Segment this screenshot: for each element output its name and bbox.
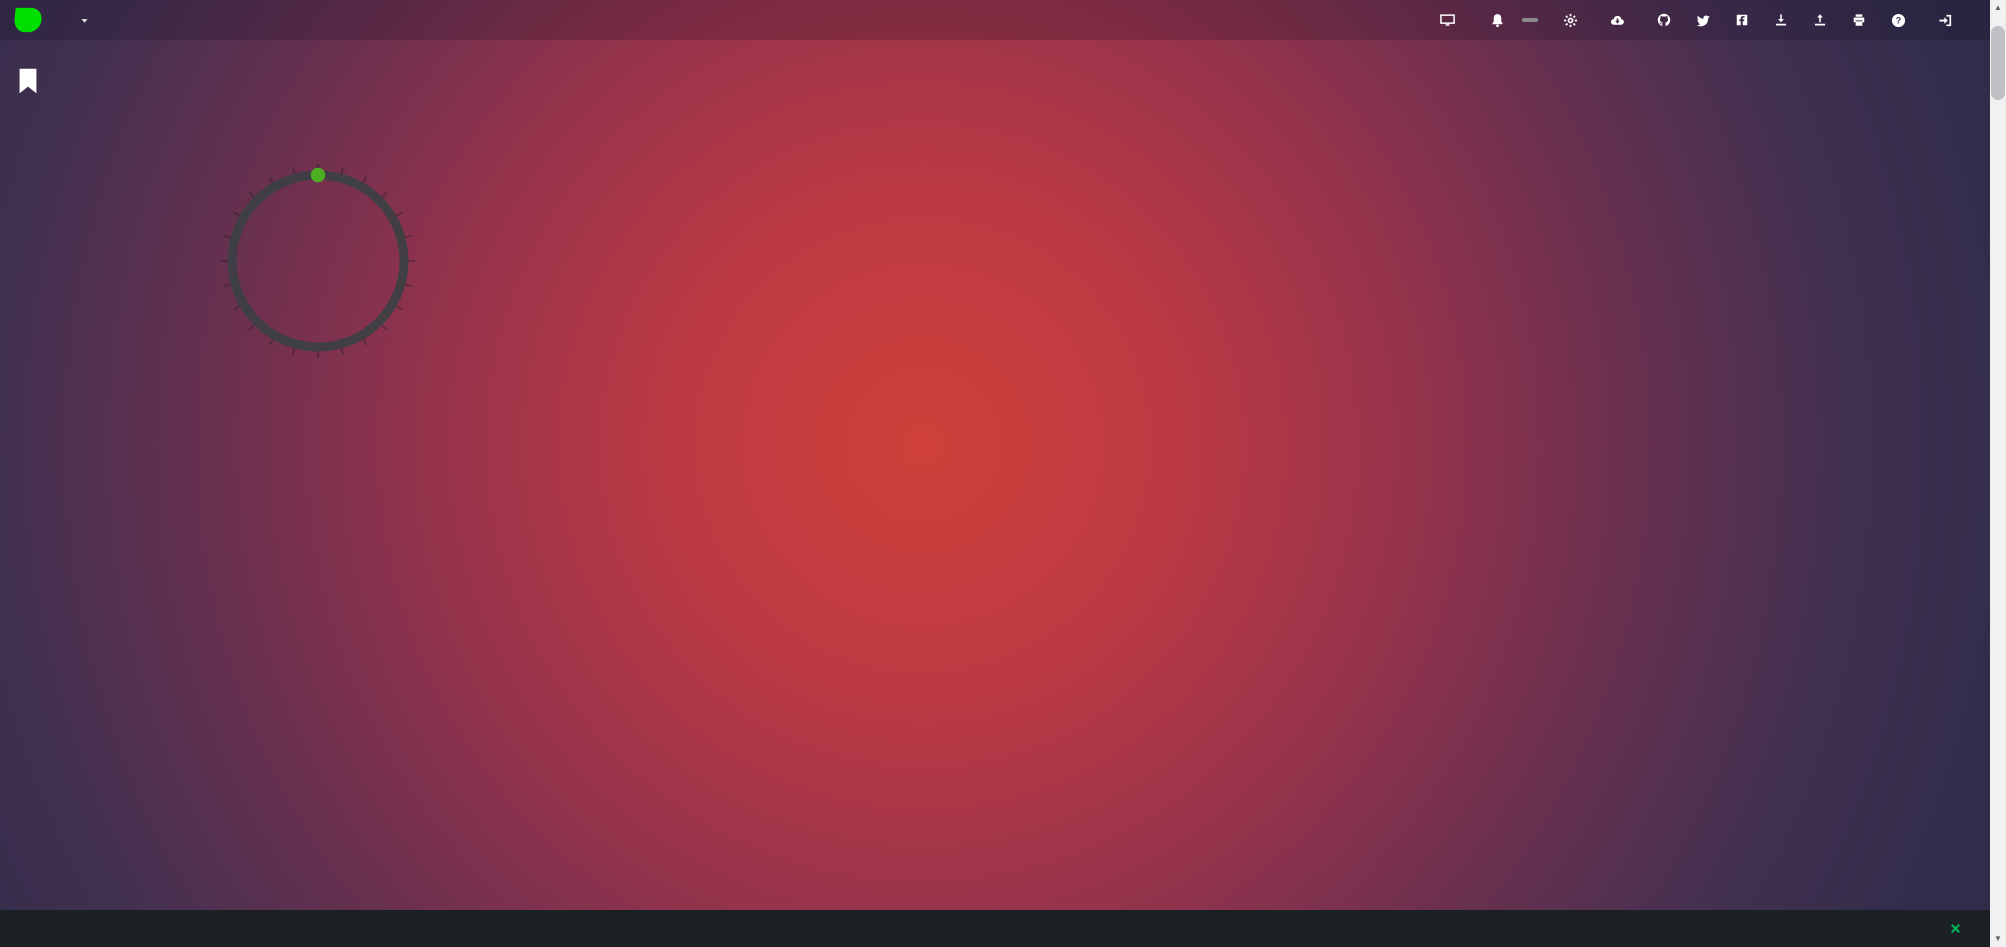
download-icon (1774, 13, 1788, 27)
nav-alarms[interactable] (1490, 13, 1538, 28)
twitter-icon (1696, 13, 1710, 27)
nav-export-snapshot[interactable] (1813, 13, 1827, 27)
top-navbar (0, 0, 2006, 40)
upload-icon (1813, 13, 1827, 27)
alarms-count-badge (1522, 18, 1538, 22)
nav-github[interactable] (1657, 13, 1671, 27)
nav-update[interactable] (1610, 13, 1632, 28)
gauge-disk-read[interactable] (218, 161, 418, 361)
nav-sign-in[interactable] (1938, 13, 1960, 28)
help-icon (1891, 13, 1906, 28)
cloud-download-icon (1610, 13, 1625, 28)
load-chart[interactable] (40, 793, 1790, 910)
close-banner-button[interactable] (1940, 910, 1962, 947)
github-icon (1657, 13, 1671, 27)
hostname-dropdown[interactable] (70, 15, 90, 26)
facebook-icon (1735, 13, 1749, 27)
chevron-down-icon (79, 15, 90, 26)
nav-print[interactable] (1852, 13, 1866, 27)
signin-icon (1938, 13, 1953, 28)
bookmark-icon (14, 66, 42, 96)
nav-import-snapshot[interactable] (1774, 13, 1788, 27)
nav-facebook[interactable] (1735, 13, 1749, 27)
cpu-description-line2 (70, 466, 583, 481)
print-icon (1852, 13, 1866, 27)
cpu-description-line3 (70, 488, 583, 503)
close-icon (1949, 922, 1962, 935)
page-scrollbar[interactable]: ▲ ▼ (1990, 0, 2006, 947)
netdata-logo[interactable] (14, 6, 44, 34)
scrollbar-thumb[interactable] (1991, 26, 2005, 100)
gear-icon (1563, 13, 1578, 28)
nav-settings[interactable] (1563, 13, 1585, 28)
monitor-icon (1440, 13, 1455, 28)
nav-nodes[interactable] (1440, 13, 1465, 28)
cpu-chart[interactable] (40, 503, 1790, 693)
scrollbar-down-button[interactable]: ▼ (1994, 934, 2002, 943)
navbar-actions (1440, 13, 2006, 28)
nav-help[interactable] (1891, 13, 1913, 28)
softirq-sparkline (74, 488, 579, 503)
bottom-bar (0, 910, 1990, 947)
nav-twitter[interactable] (1696, 13, 1710, 27)
iowait-sparkline (74, 466, 579, 481)
bell-icon (1490, 13, 1505, 28)
sidebar-menu (1795, 40, 1991, 910)
scrollbar-up-button[interactable]: ▲ (1994, 3, 2002, 12)
